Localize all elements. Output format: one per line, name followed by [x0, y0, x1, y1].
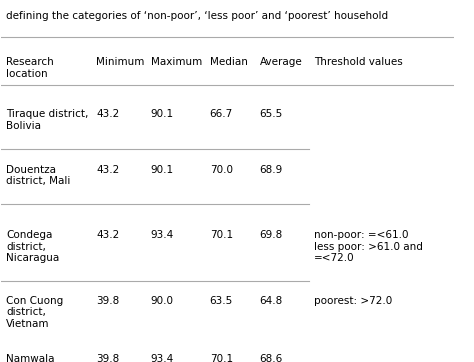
Text: 64.8: 64.8: [259, 296, 283, 306]
Text: 70.1: 70.1: [210, 354, 233, 362]
Text: Minimum: Minimum: [97, 57, 145, 67]
Text: 39.8: 39.8: [97, 296, 120, 306]
Text: Namwala: Namwala: [6, 354, 55, 362]
Text: 90.1: 90.1: [151, 109, 174, 119]
Text: 43.2: 43.2: [97, 109, 120, 119]
Text: 65.5: 65.5: [259, 109, 283, 119]
Text: Median: Median: [210, 57, 247, 67]
Text: Condega
district,
Nicaragua: Condega district, Nicaragua: [6, 230, 59, 264]
Text: poorest: >72.0: poorest: >72.0: [314, 296, 392, 306]
Text: Tiraque district,
Bolivia: Tiraque district, Bolivia: [6, 109, 88, 131]
Text: 68.9: 68.9: [259, 165, 283, 175]
Text: 43.2: 43.2: [97, 230, 120, 240]
Text: 63.5: 63.5: [210, 296, 233, 306]
Text: 90.1: 90.1: [151, 165, 174, 175]
Text: 43.2: 43.2: [97, 165, 120, 175]
Text: 93.4: 93.4: [151, 354, 174, 362]
Text: non-poor: =<61.0
less poor: >61.0 and
=<72.0: non-poor: =<61.0 less poor: >61.0 and =<…: [314, 230, 423, 264]
Text: Average: Average: [259, 57, 302, 67]
Text: 90.0: 90.0: [151, 296, 174, 306]
Text: Threshold values: Threshold values: [314, 57, 402, 67]
Text: 70.1: 70.1: [210, 230, 233, 240]
Text: 69.8: 69.8: [259, 230, 283, 240]
Text: Maximum: Maximum: [151, 57, 202, 67]
Text: 70.0: 70.0: [210, 165, 233, 175]
Text: 39.8: 39.8: [97, 354, 120, 362]
Text: Research
location: Research location: [6, 57, 54, 79]
Text: defining the categories of ‘non-poor’, ‘less poor’ and ‘poorest’ household: defining the categories of ‘non-poor’, ‘…: [6, 11, 388, 21]
Text: Con Cuong
district,
Vietnam: Con Cuong district, Vietnam: [6, 296, 63, 329]
Text: 68.6: 68.6: [259, 354, 283, 362]
Text: 93.4: 93.4: [151, 230, 174, 240]
Text: 66.7: 66.7: [210, 109, 233, 119]
Text: Douentza
district, Mali: Douentza district, Mali: [6, 165, 70, 186]
